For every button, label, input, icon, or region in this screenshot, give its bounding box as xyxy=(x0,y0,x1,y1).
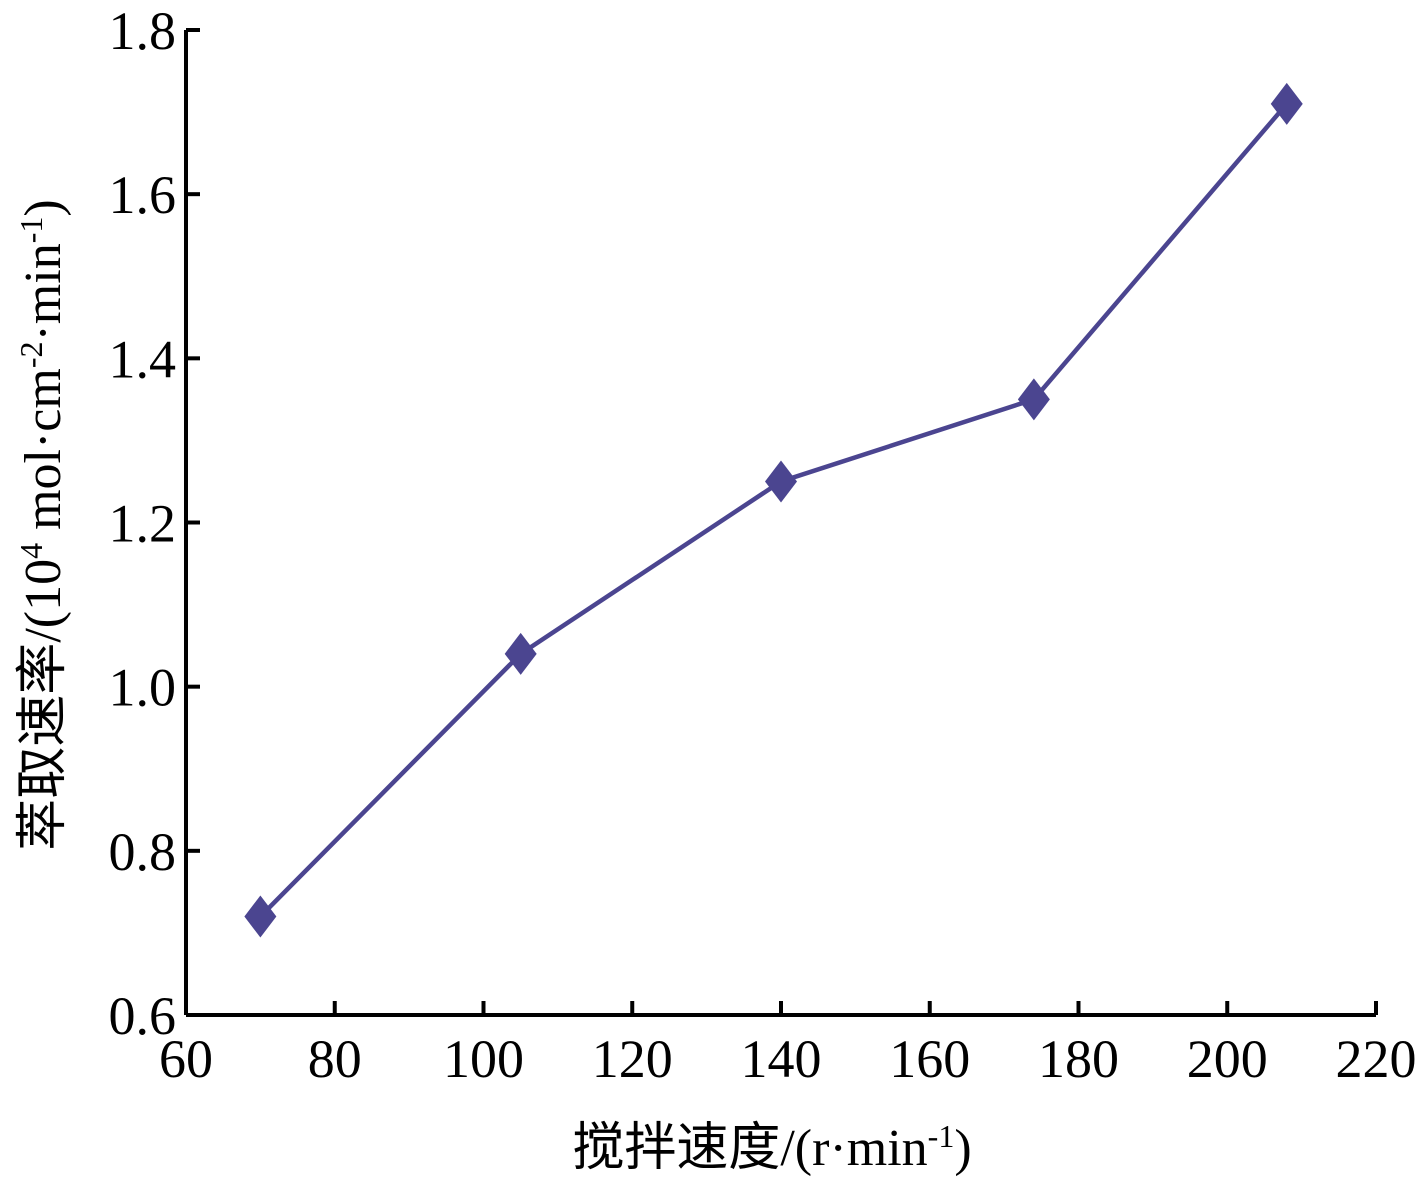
x-tick-label: 220 xyxy=(1336,1029,1417,1089)
y-tick-label: 1.8 xyxy=(109,1,177,61)
x-ticks: 60 80 100 120 140 160 180 200 220 xyxy=(159,1001,1417,1089)
y-axis-title-mid2: ·min xyxy=(15,243,72,341)
y-axis-title-mid: mol·cm xyxy=(15,368,72,543)
y-axis-title: 萃取速率/(104 mol·cm-2·min-1) xyxy=(13,199,72,850)
y-tick-label: 0.6 xyxy=(109,986,177,1046)
x-tick-label: 80 xyxy=(308,1029,362,1089)
y-tick-label: 1.0 xyxy=(109,658,177,718)
y-axis-title-main: 萃取速率/(10 xyxy=(15,559,72,851)
y-axis-title-tail: ) xyxy=(15,199,72,216)
series-group xyxy=(244,82,1303,938)
x-tick-label: 160 xyxy=(889,1029,970,1089)
x-tick-label: 120 xyxy=(592,1029,673,1089)
y-tick-label: 1.2 xyxy=(109,494,177,554)
data-point-marker xyxy=(765,460,797,503)
data-point-marker xyxy=(1270,82,1303,125)
x-tick-label: 100 xyxy=(443,1029,524,1089)
data-point-marker xyxy=(244,895,277,938)
data-point-marker xyxy=(1017,378,1050,421)
x-tick-label: 60 xyxy=(159,1029,213,1089)
x-axis-title-sup: -1 xyxy=(928,1118,955,1154)
x-tick-label: 180 xyxy=(1038,1029,1119,1089)
series-line xyxy=(258,102,1289,919)
y-axis-title-sup1: 4 xyxy=(13,543,49,559)
y-tick-label: 1.6 xyxy=(109,165,177,225)
x-tick-label: 140 xyxy=(741,1029,822,1089)
y-tick-label: 0.8 xyxy=(109,822,177,882)
axes xyxy=(184,30,1376,1017)
x-tick-label: 200 xyxy=(1187,1029,1268,1089)
y-tick-label: 1.4 xyxy=(109,329,177,389)
x-axis-title-main: 搅拌速度/(r·min xyxy=(572,1120,927,1177)
y-axis-title-sup2: -2 xyxy=(13,342,49,369)
x-axis-title-tail: ) xyxy=(954,1120,971,1177)
x-axis-title: 搅拌速度/(r·min-1) xyxy=(572,1118,971,1177)
y-axis-title-sup3: -1 xyxy=(13,217,49,244)
data-point-marker xyxy=(504,632,537,675)
y-ticks: 0.6 0.8 1.0 1.2 1.4 1.6 1.8 xyxy=(109,1,200,1046)
